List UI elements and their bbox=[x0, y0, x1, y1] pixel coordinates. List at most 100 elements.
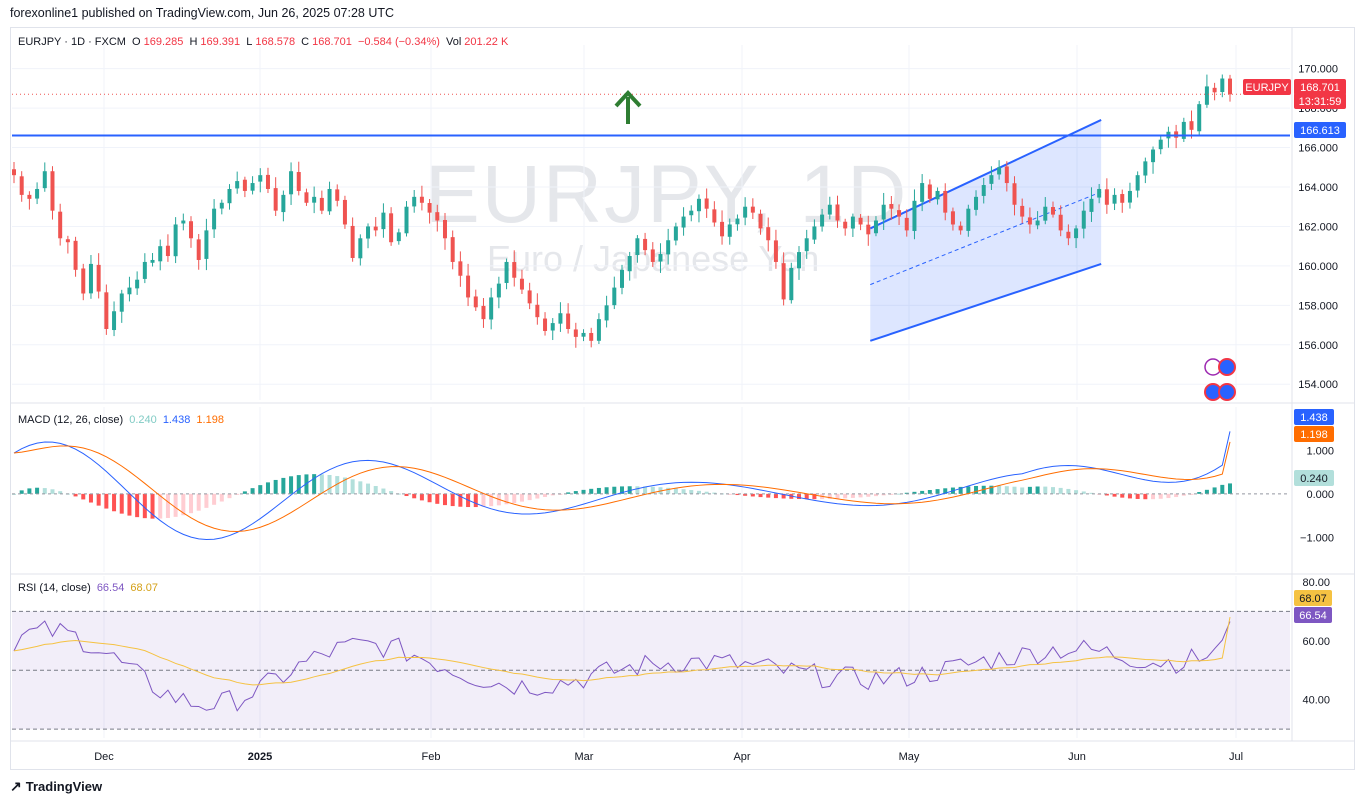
macd-histogram-bar bbox=[866, 493, 871, 497]
candle-body bbox=[889, 204, 894, 209]
candle-body bbox=[612, 287, 617, 306]
candle-body bbox=[750, 206, 755, 213]
candle-body bbox=[235, 181, 240, 189]
macd-value-tag: 1.438 bbox=[1300, 412, 1328, 424]
candle-body bbox=[350, 225, 355, 258]
candle-body bbox=[566, 313, 571, 329]
macd-histogram-bar bbox=[1058, 487, 1063, 494]
macd-histogram-bar bbox=[119, 493, 124, 514]
macd-histogram-bar bbox=[296, 475, 301, 494]
candle-body bbox=[181, 220, 186, 224]
macd-histogram-bar bbox=[1004, 486, 1009, 494]
macd-histogram-bar bbox=[150, 493, 155, 519]
candle-body bbox=[496, 283, 501, 298]
macd-histogram-bar bbox=[1220, 484, 1225, 494]
macd-histogram-bar bbox=[389, 491, 394, 494]
macd-signal-line bbox=[13, 441, 1231, 532]
macd-histogram-bar bbox=[1074, 490, 1079, 494]
signal-value-tag: 1.198 bbox=[1300, 429, 1328, 441]
macd-histogram-bar bbox=[335, 476, 340, 494]
macd-histogram-bar bbox=[481, 493, 486, 507]
annotation-arrow-head bbox=[614, 90, 642, 108]
macd-histogram-bar bbox=[812, 493, 817, 500]
macd-histogram-bar bbox=[1027, 486, 1032, 494]
macd-line-value: 1.438 bbox=[162, 414, 191, 426]
macd-histogram-bar bbox=[366, 483, 371, 494]
macd-histogram-bar bbox=[235, 493, 240, 495]
tradingview-mark-icon: ↗ bbox=[10, 778, 22, 794]
macd-histogram-bar bbox=[512, 493, 517, 504]
rsi-value-tag-bg bbox=[1294, 607, 1332, 623]
candle-body bbox=[219, 202, 224, 209]
candle-body bbox=[1158, 139, 1163, 150]
macd-histogram-bar bbox=[473, 493, 478, 508]
macd-title: MACD (12, 26, close) bbox=[18, 414, 124, 426]
candle-body bbox=[389, 213, 394, 243]
candle-body bbox=[119, 293, 124, 312]
macd-histogram-bar bbox=[373, 486, 378, 494]
candle-body bbox=[850, 216, 855, 229]
price-tick-label: 162.000 bbox=[1298, 221, 1338, 233]
macd-histogram-bar bbox=[974, 485, 979, 494]
macd-histogram-bar bbox=[142, 493, 147, 519]
candle-body bbox=[997, 167, 1002, 175]
candle-body bbox=[150, 259, 155, 263]
macd-histogram-bar bbox=[689, 490, 694, 494]
macd-histogram-bar bbox=[1197, 492, 1202, 494]
macd-histogram-bar bbox=[158, 493, 163, 519]
macd-histogram-bar bbox=[543, 493, 548, 497]
candle-body bbox=[1189, 121, 1194, 130]
macd-histogram-bar bbox=[189, 493, 194, 514]
publish-line: forexonline1 published on TradingView.co… bbox=[10, 6, 395, 20]
candle-body bbox=[1058, 214, 1063, 231]
candle-body bbox=[81, 268, 86, 294]
macd-histogram-bar bbox=[1166, 493, 1171, 499]
macd-histogram-bar bbox=[835, 493, 840, 499]
macd-histogram-bar bbox=[412, 493, 417, 499]
macd-histogram-bar bbox=[1228, 483, 1232, 494]
candle-body bbox=[58, 211, 63, 239]
tradingview-logo[interactable]: ↗ TradingView bbox=[10, 778, 102, 795]
candle-body bbox=[1120, 194, 1125, 203]
candle-body bbox=[458, 261, 463, 276]
candle-body bbox=[204, 230, 209, 259]
signal-value-tag-bg bbox=[1294, 426, 1334, 442]
candle-body bbox=[327, 188, 332, 212]
macd-histogram-bar bbox=[1020, 487, 1025, 494]
macd-histogram-bar bbox=[273, 479, 278, 494]
candle-body bbox=[189, 221, 194, 239]
macd-histogram-bar bbox=[404, 493, 409, 497]
price-tick-label: 158.000 bbox=[1298, 300, 1338, 312]
macd-line bbox=[13, 431, 1231, 541]
macd-histogram-bar bbox=[604, 487, 609, 494]
candle-body bbox=[881, 204, 886, 220]
candle-body bbox=[366, 226, 371, 239]
price-tick-label: 164.000 bbox=[1298, 182, 1338, 194]
macd-histogram-bar bbox=[242, 491, 247, 494]
candle-body bbox=[281, 194, 286, 213]
macd-histogram-bar bbox=[935, 489, 940, 494]
candle-body bbox=[866, 224, 871, 235]
candle-body bbox=[827, 204, 832, 215]
watermark-symbol: EURJPY, 1D bbox=[425, 149, 909, 240]
countdown-tag: 13:31:59 bbox=[1299, 96, 1342, 108]
candle-body bbox=[812, 226, 817, 240]
candle-body bbox=[1089, 198, 1094, 212]
candle-body bbox=[473, 296, 478, 308]
macd-histogram-bar bbox=[1089, 492, 1094, 494]
macd-histogram-bar bbox=[712, 492, 717, 494]
candle-body bbox=[312, 196, 317, 203]
event-icon-earnings bbox=[1218, 358, 1236, 376]
macd-histogram-bar bbox=[920, 490, 925, 494]
candle-body bbox=[1204, 86, 1209, 105]
macd-histogram-bar bbox=[1066, 488, 1071, 494]
candle-body bbox=[404, 206, 409, 234]
macd-histogram-bar bbox=[1151, 493, 1156, 500]
macd-histogram-bar bbox=[135, 493, 140, 518]
candle-body bbox=[573, 329, 578, 337]
candle-body bbox=[666, 240, 671, 255]
macd-histogram-bar bbox=[627, 486, 632, 494]
macd-histogram-bar bbox=[1204, 489, 1209, 494]
candle-body bbox=[1143, 161, 1148, 176]
